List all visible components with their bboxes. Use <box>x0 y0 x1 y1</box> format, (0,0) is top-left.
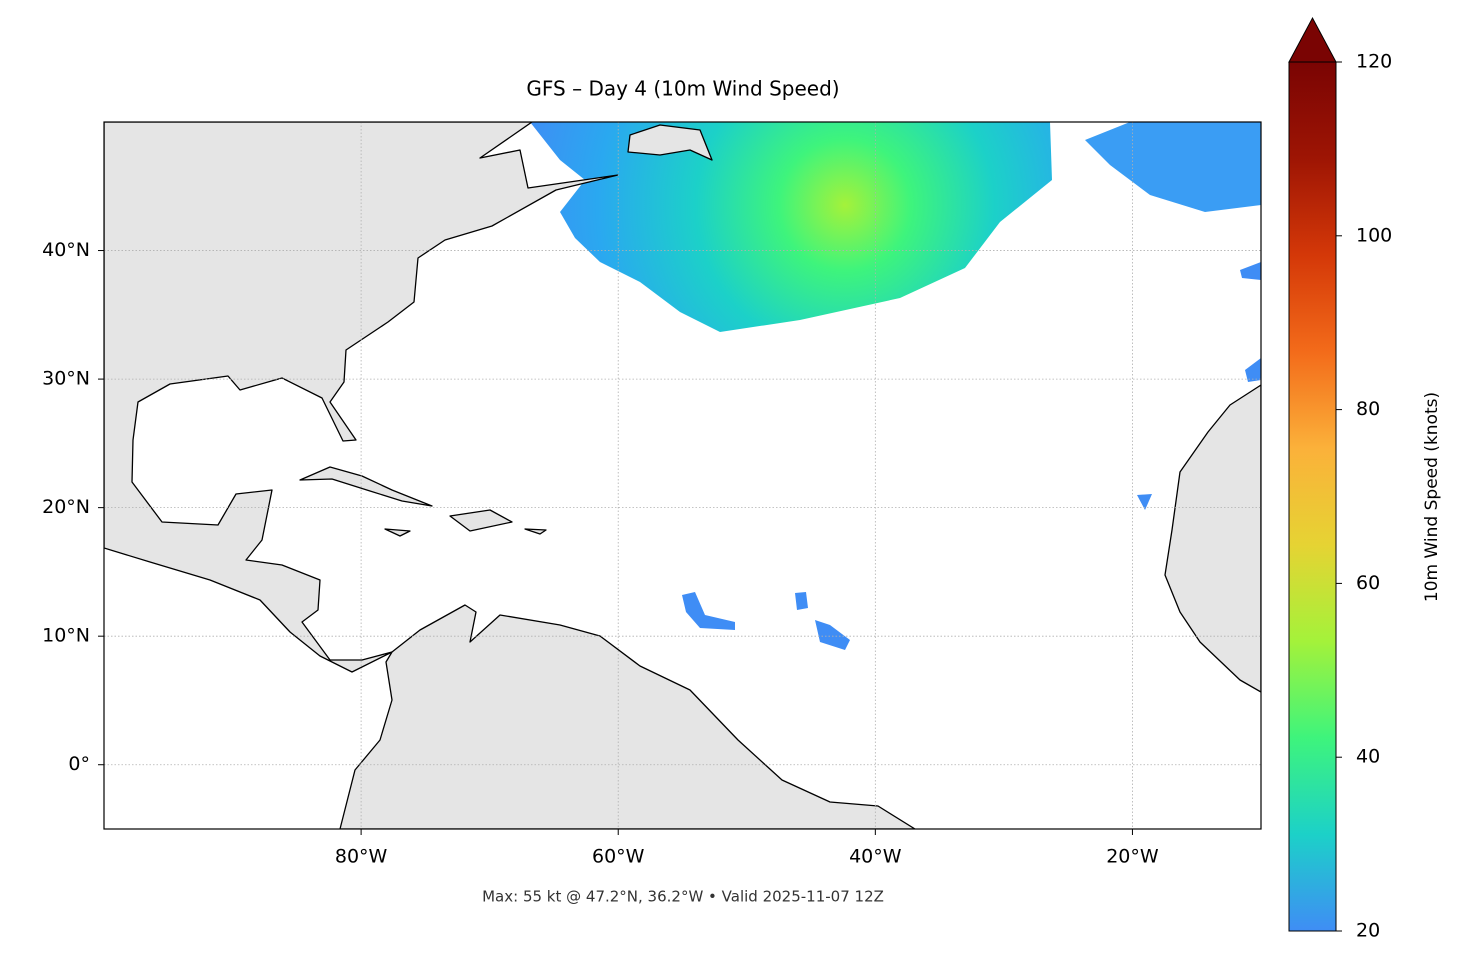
colorbar-tick-label: 100 <box>1356 224 1392 246</box>
colorbar-tick-label: 80 <box>1356 398 1380 420</box>
jamaica <box>384 528 411 537</box>
south-america <box>339 604 916 829</box>
chart-title: GFS – Day 4 (10m Wind Speed) <box>526 77 839 101</box>
north-america <box>104 122 619 673</box>
newfoundland <box>627 124 713 161</box>
y-tick-label: 0° <box>68 753 90 775</box>
y-tick-label: 40°N <box>42 239 90 261</box>
colorbar-tick-label: 60 <box>1356 572 1380 594</box>
puerto-rico <box>524 528 547 535</box>
colorbar-tick-label: 40 <box>1356 746 1380 768</box>
map-frame <box>103 121 1262 830</box>
grid-layer <box>104 122 1261 829</box>
colorbar-tick-label: 20 <box>1356 920 1380 942</box>
colorbar-tick-label: 120 <box>1356 51 1392 73</box>
y-tick-label: 20°N <box>42 496 90 518</box>
x-tick-label: 60°W <box>592 846 645 868</box>
x-tick-label: 40°W <box>849 846 902 868</box>
africa <box>1164 384 1261 693</box>
hispaniola <box>449 509 513 532</box>
y-tick-label: 30°N <box>42 368 90 390</box>
cuba <box>299 466 433 507</box>
x-tick-label: 80°W <box>335 846 388 868</box>
colorbar-extend <box>1288 16 1337 63</box>
footer-note: Max: 55 kt @ 47.2°N, 36.2°W • Valid 2025… <box>482 888 884 906</box>
map-area <box>104 122 1261 829</box>
colorbar-label: 10m Wind Speed (knots) <box>1422 392 1442 602</box>
x-tick-label: 20°W <box>1106 846 1159 868</box>
y-tick-label: 10°N <box>42 625 90 647</box>
wind-field <box>1085 122 1261 212</box>
colorbar <box>1288 61 1337 932</box>
wind-field <box>530 122 1052 332</box>
